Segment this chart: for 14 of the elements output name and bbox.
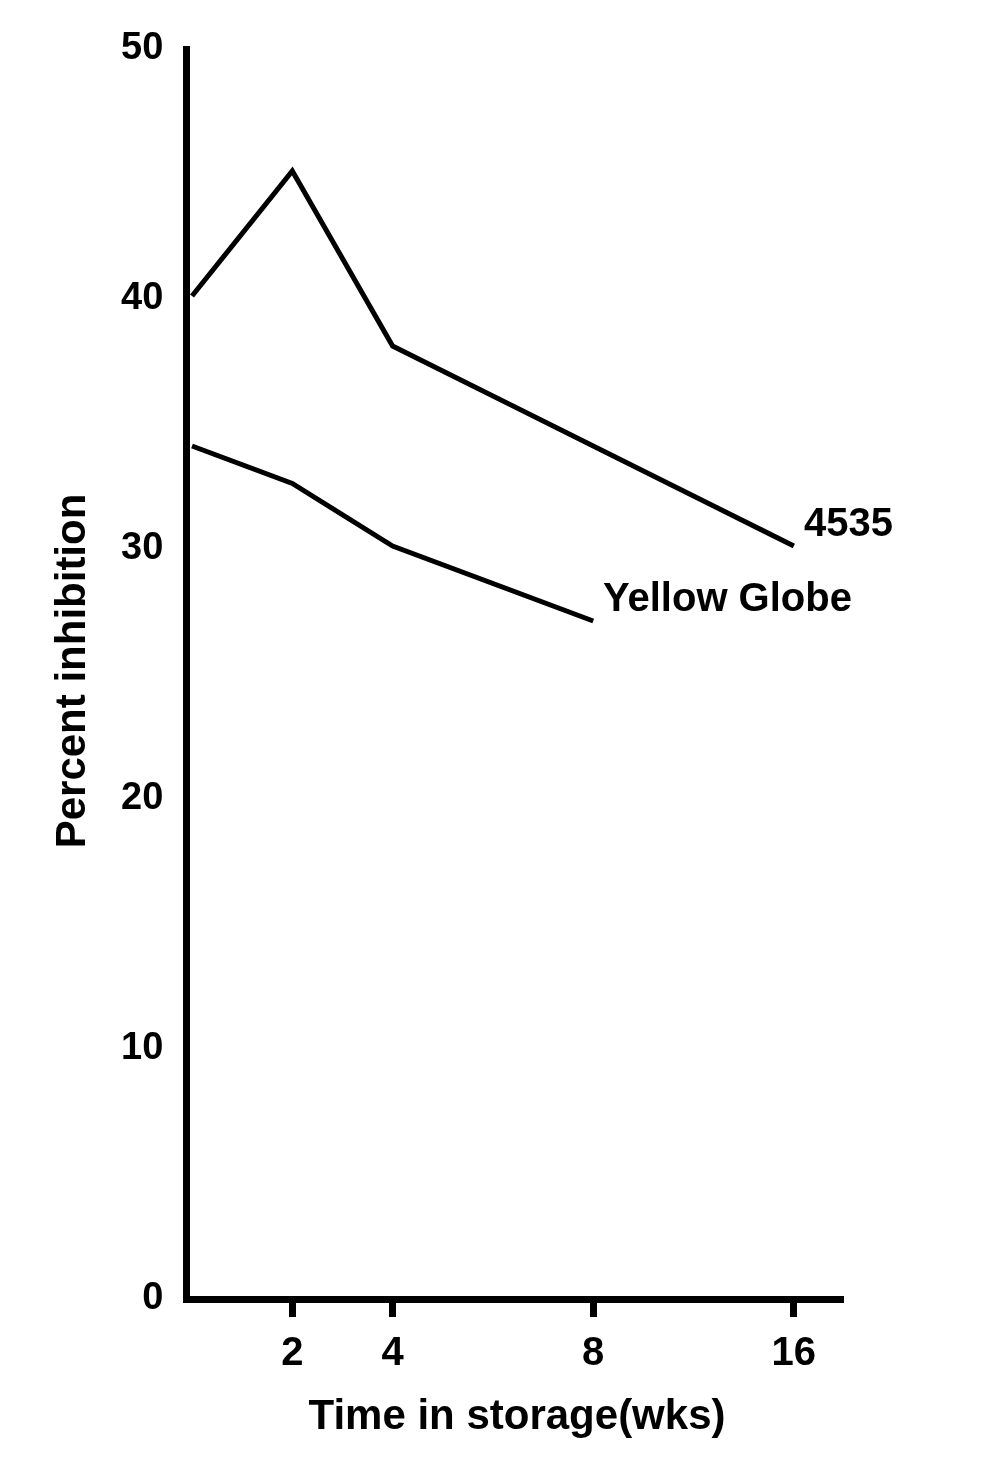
x-tick-label: 2: [281, 1329, 304, 1373]
y-tick-label: 10: [121, 1025, 164, 1068]
x-axis-title: Time in storage(wks): [308, 1390, 726, 1438]
y-tick-label: 20: [121, 775, 164, 818]
y-axis-title: Percent inhibition: [46, 493, 94, 849]
series-label: 4535: [804, 500, 893, 544]
y-tick-label: 50: [121, 25, 164, 68]
y-tick-label: 0: [142, 1275, 164, 1318]
x-tick-label: 16: [771, 1329, 817, 1373]
y-tick-label: 30: [121, 525, 164, 568]
x-tick-label: 8: [582, 1329, 605, 1373]
y-tick-label: 40: [121, 275, 164, 318]
series-label: Yellow Globe: [603, 575, 852, 619]
x-tick-label: 4: [381, 1329, 405, 1373]
